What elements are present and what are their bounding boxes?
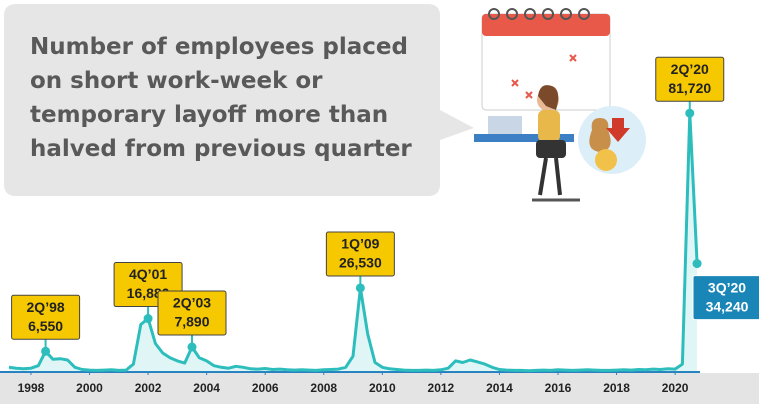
x-tick-label: 2016	[545, 381, 572, 395]
x-tick-label: 2012	[428, 381, 455, 395]
callout-period: 3Q’20	[708, 279, 746, 295]
value-label: 6,550	[28, 318, 63, 334]
callout-period: 2Q’98	[27, 299, 65, 315]
value-label: 26,530	[339, 255, 382, 271]
point-marker	[356, 283, 365, 292]
point-marker	[41, 347, 50, 356]
value-label: 34,240	[706, 298, 749, 314]
x-tick-label: 2004	[193, 381, 220, 395]
chart-title: Number of employees placed on short work…	[30, 30, 430, 166]
callout-period: 4Q’01	[129, 266, 167, 282]
x-tick-label: 2010	[369, 381, 396, 395]
value-label: 7,890	[174, 314, 209, 330]
callout-period: 2Q’20	[671, 61, 709, 77]
point-marker	[693, 259, 702, 268]
x-tick-label: 2020	[662, 381, 689, 395]
x-tick-label: 2002	[135, 381, 162, 395]
x-tick-label: 2008	[310, 381, 337, 395]
x-tick-label: 2006	[252, 381, 279, 395]
callout-period: 2Q’03	[173, 295, 211, 311]
point-marker	[187, 343, 196, 352]
point-marker	[144, 314, 153, 323]
point-marker	[685, 109, 694, 118]
page: 1998 2000 2002 2004 2006 2008 2010 2012 2014 2016…	[0, 0, 759, 404]
x-tick-label: 2000	[76, 381, 103, 395]
x-tick-label: 1998	[18, 381, 45, 395]
x-tick-label: 2018	[603, 381, 630, 395]
illustration	[474, 9, 646, 200]
value-label: 81,720	[668, 80, 711, 96]
callout-period: 1Q’09	[341, 236, 379, 252]
x-tick-label: 2014	[486, 381, 513, 395]
